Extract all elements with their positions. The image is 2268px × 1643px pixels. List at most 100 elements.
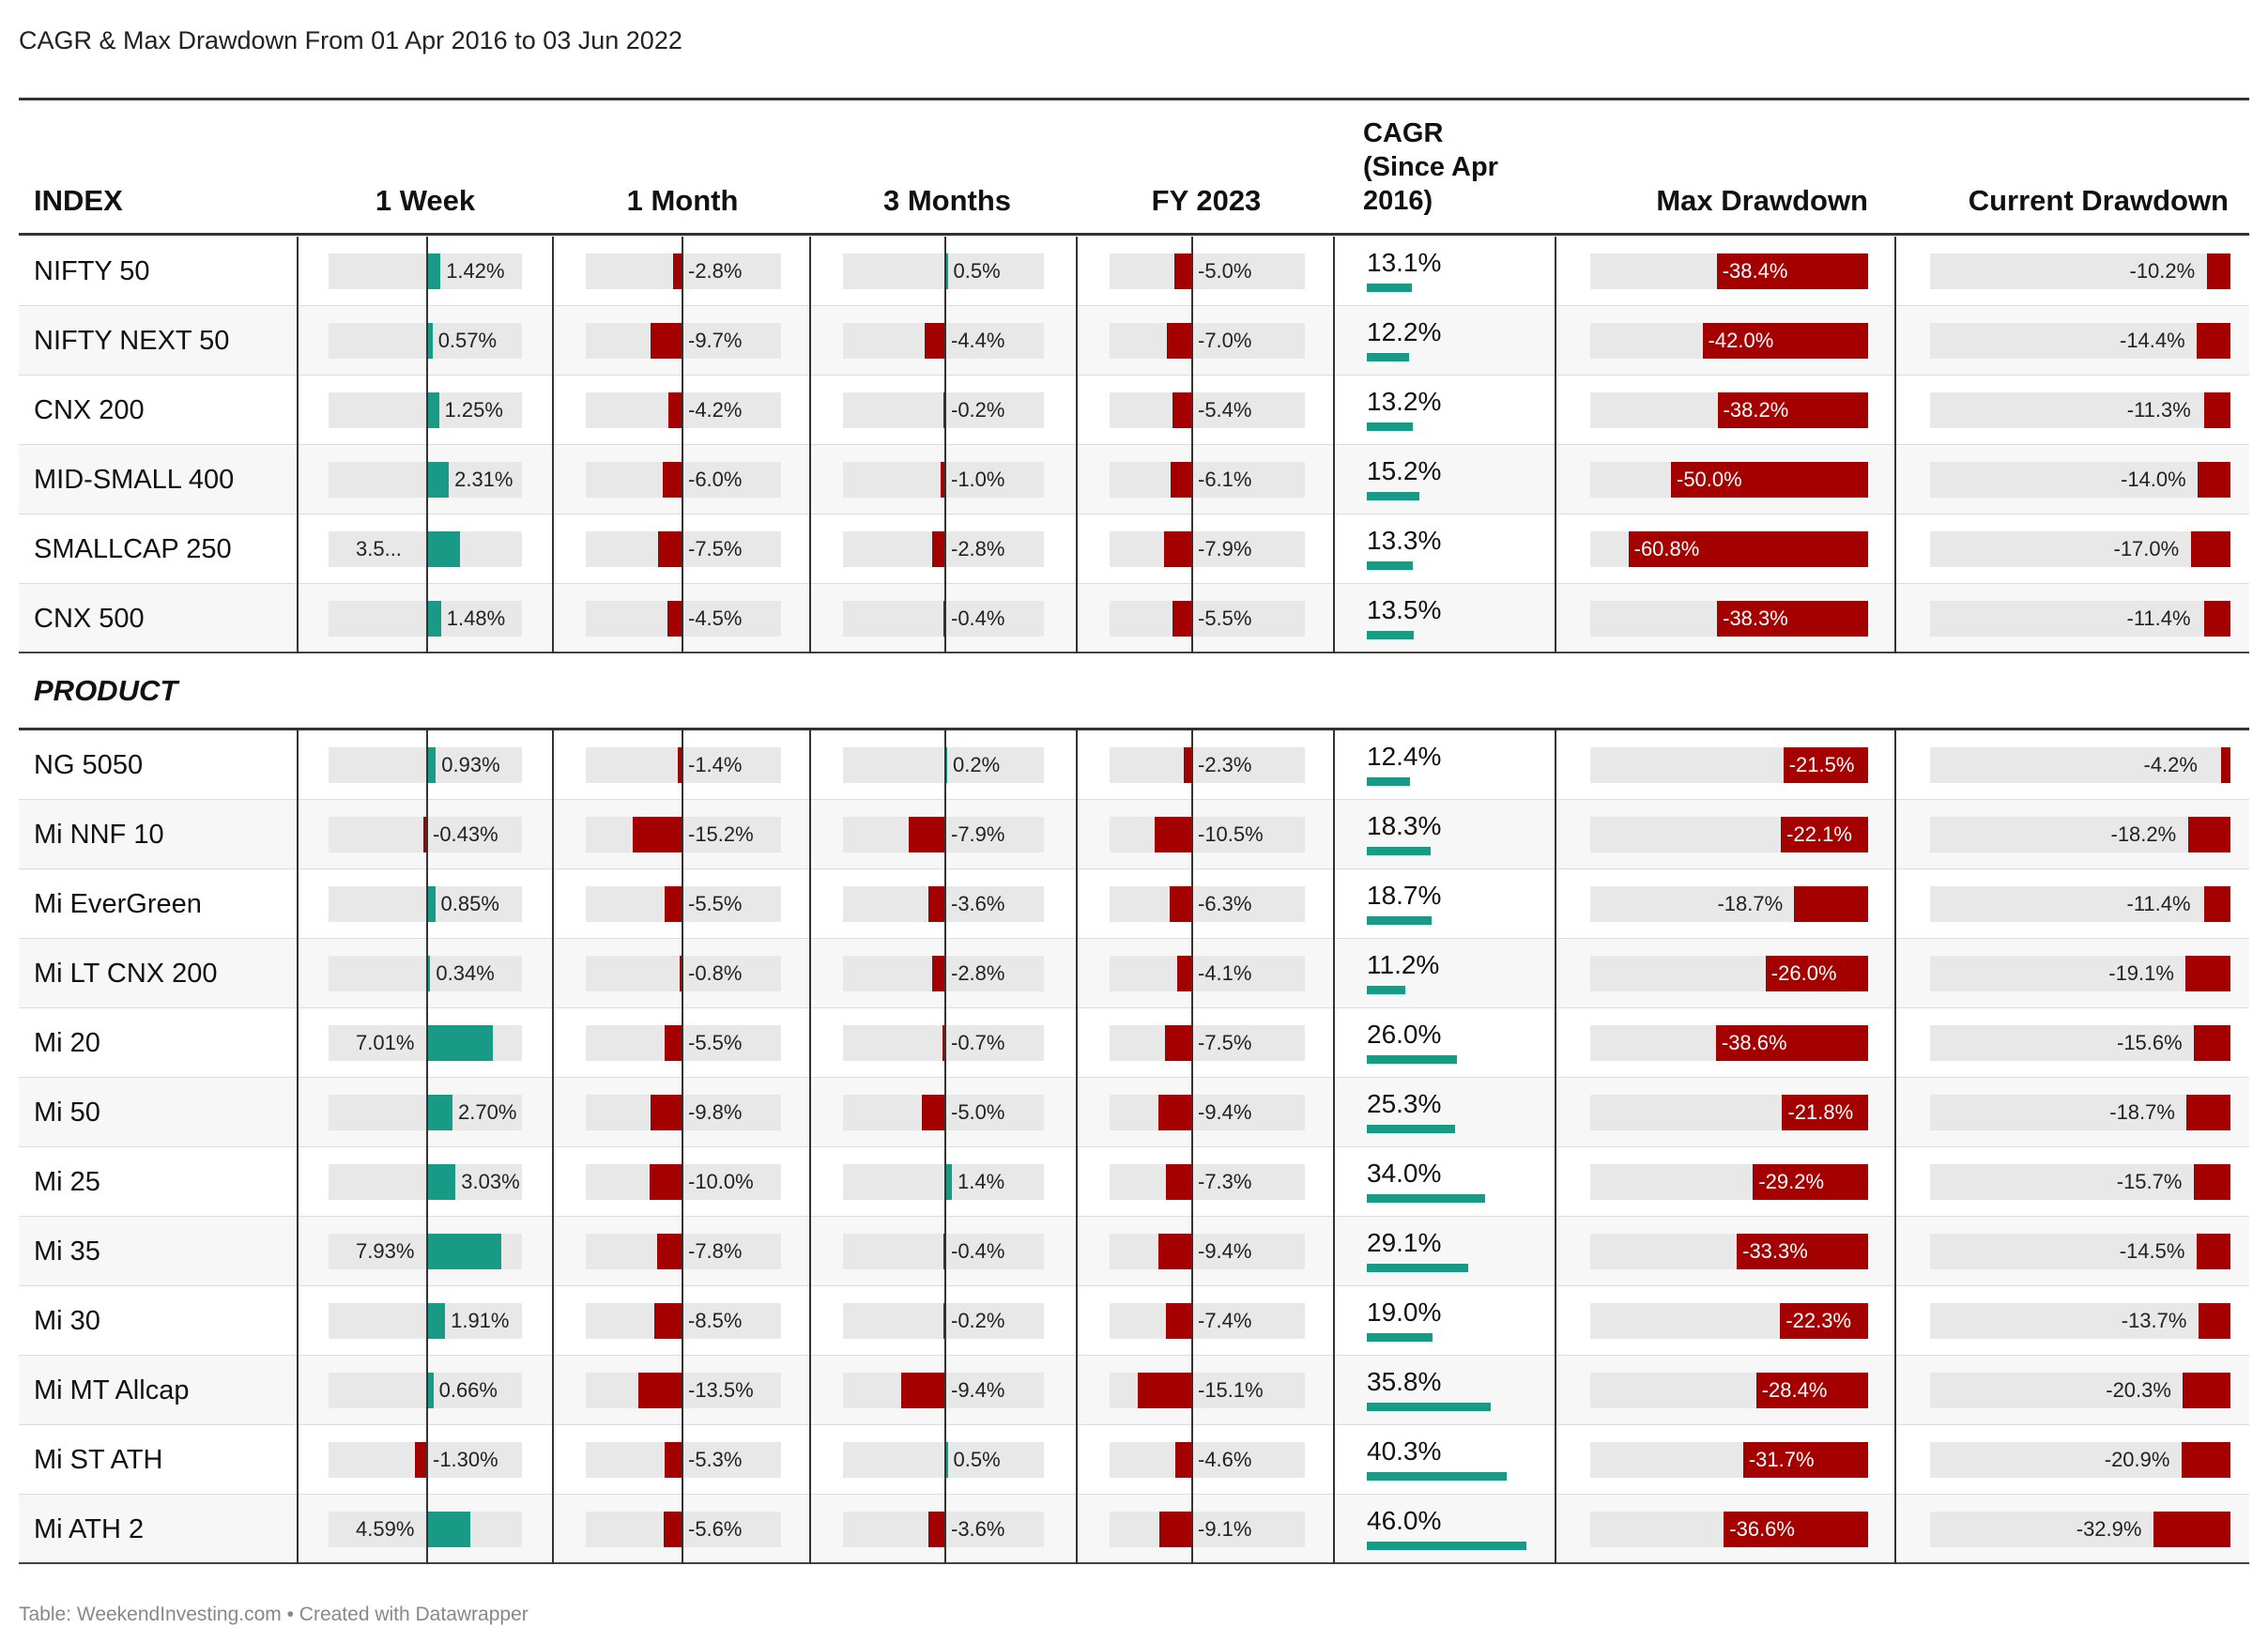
table-row: Mi ST ATH: [19, 1425, 2249, 1495]
row-mi-nnf-10-fy-2023-track: [1110, 817, 1305, 852]
row-mi-30-1-week-axis: [426, 1286, 428, 1356]
column-divider: [1076, 237, 1078, 653]
row-cnx-200-fy-2023-track: [1110, 392, 1305, 428]
row-cnx-500-1-week-value: 1.48%: [446, 607, 506, 630]
row-mi-mt-allcap-1-month-axis: [682, 1356, 683, 1425]
row-mi-st-ath-current-drawdown-bar: [2181, 1442, 2230, 1478]
row-mi-lt-cnx-200-3-months-bar: [932, 956, 945, 991]
row-label: NIFTY 50: [34, 256, 150, 286]
table-row: NG 5050: [19, 730, 2249, 800]
table-row: Mi 25: [19, 1147, 2249, 1217]
row-cnx-200-max-drawdown-bar: [1717, 392, 1868, 428]
row-mi-50-3-months-value: -5.0%: [951, 1100, 1005, 1124]
row-mi-25-1-month-value: -10.0%: [688, 1170, 754, 1193]
row-smallcap-250-1-month-value: -7.5%: [688, 537, 743, 560]
row-mi-20-1-week-axis: [426, 1008, 428, 1078]
row-nifty-50-1-week-bar: [427, 253, 441, 289]
row-mi-25-1-week-value: 3.03%: [461, 1170, 520, 1193]
row-mi-ath-2-current-drawdown-value: -32.9%: [2076, 1517, 2142, 1541]
row-mi-st-ath-cagr-value: 40.3%: [1367, 1436, 1442, 1466]
row-mid-small-400-1-week-track: [329, 462, 522, 498]
row-mi-st-ath-1-week-bar: [415, 1442, 427, 1478]
row-cnx-500-3-months-axis: [944, 584, 946, 653]
row-cnx-200-cagr-bar: [1367, 422, 1413, 431]
row-nifty-next-50-cagr-value: 12.2%: [1367, 317, 1442, 346]
column-divider: [809, 730, 811, 1564]
row-ng-5050-1-month-axis: [682, 730, 683, 800]
row-mi-lt-cnx-200-1-week-value: 0.34%: [436, 961, 495, 985]
row-smallcap-250-1-week-value: 3.5...: [356, 537, 402, 560]
row-smallcap-250-3-months-bar: [932, 531, 945, 567]
row-mi-30-current-drawdown-bar: [2198, 1303, 2230, 1339]
row-nifty-50-3-months-bar: [945, 253, 948, 289]
row-mi-evergreen-1-week-value: 0.85%: [440, 892, 499, 915]
row-cnx-200-1-week-bar: [427, 392, 439, 428]
row-cnx-500-cagr-bar: [1367, 631, 1414, 639]
row-mi-lt-cnx-200-1-month-value: -0.8%: [688, 961, 743, 985]
row-mi-25-3-months-axis: [944, 1147, 946, 1217]
row-label: NIFTY NEXT 50: [34, 326, 230, 356]
row-cnx-200-current-drawdown-track: [1930, 392, 2230, 428]
header-max-drawdown: Max Drawdown: [1656, 184, 1868, 217]
row-ng-5050-1-month-bar: [678, 747, 682, 783]
row-mi-ath-2-1-week-value: 4.59%: [356, 1517, 415, 1541]
row-mi-ath-2-1-month-axis: [682, 1495, 683, 1564]
row-mi-20-3-months-bar: [942, 1025, 945, 1061]
row-nifty-50-cagr-bar: [1367, 284, 1413, 292]
row-mi-ath-2-max-drawdown-bar: [1724, 1512, 1868, 1547]
row-cnx-200-1-month-track: [586, 392, 781, 428]
row-mi-50-current-drawdown-value: -18.7%: [2109, 1100, 2175, 1124]
column-divider: [297, 237, 299, 653]
row-mi-25-1-month-axis: [682, 1147, 683, 1217]
row-nifty-next-50-max-drawdown-value: -42.0%: [1708, 329, 1774, 352]
row-mi-35-cagr-bar: [1367, 1264, 1468, 1272]
row-mi-st-ath-fy-2023-bar: [1175, 1442, 1192, 1478]
row-mi-nnf-10-fy-2023-axis: [1191, 800, 1193, 869]
row-mi-30-3-months-value: -0.2%: [951, 1309, 1005, 1332]
row-mi-mt-allcap-1-week-axis: [426, 1356, 428, 1425]
row-mi-35-current-drawdown-track: [1930, 1234, 2230, 1269]
row-nifty-next-50-current-drawdown-bar: [2197, 323, 2230, 359]
row-mi-20-1-month-axis: [682, 1008, 683, 1078]
row-mi-mt-allcap-1-week-track: [329, 1373, 522, 1408]
row-mi-nnf-10-current-drawdown-track: [1930, 817, 2230, 852]
row-mi-35-current-drawdown-value: -14.5%: [2119, 1239, 2185, 1263]
row-mi-mt-allcap-max-drawdown-bar: [1755, 1373, 1868, 1408]
row-mi-30-fy-2023-axis: [1191, 1286, 1193, 1356]
row-mi-nnf-10-fy-2023-value: -10.5%: [1198, 822, 1264, 846]
row-mid-small-400-max-drawdown-bar: [1671, 462, 1868, 498]
row-mi-lt-cnx-200-1-week-track: [329, 956, 522, 991]
row-ng-5050-1-month-value: -1.4%: [688, 753, 743, 776]
row-mi-lt-cnx-200-cagr-value: 11.2%: [1367, 950, 1440, 979]
row-mi-50-current-drawdown-track: [1930, 1095, 2230, 1130]
row-mi-20-current-drawdown-bar: [2194, 1025, 2230, 1061]
row-mi-nnf-10-1-month-value: -15.2%: [688, 822, 754, 846]
row-mi-lt-cnx-200-current-drawdown-value: -19.1%: [2108, 961, 2174, 985]
row-mi-30-current-drawdown-value: -13.7%: [2121, 1309, 2187, 1332]
row-cnx-500-fy-2023-bar: [1172, 601, 1192, 637]
row-mi-lt-cnx-200-3-months-axis: [944, 939, 946, 1008]
row-cnx-500-fy-2023-value: -5.5%: [1198, 607, 1252, 630]
row-mi-lt-cnx-200-3-months-value: -2.8%: [951, 961, 1005, 985]
row-mi-35-cagr-value: 29.1%: [1367, 1228, 1442, 1257]
row-mi-evergreen-3-months-bar: [928, 886, 945, 922]
row-smallcap-250-max-drawdown-bar: [1628, 531, 1868, 567]
row-mid-small-400-3-months-value: -1.0%: [951, 468, 1005, 491]
row-mi-evergreen-1-month-axis: [682, 869, 683, 939]
row-mi-25-max-drawdown-bar: [1753, 1164, 1868, 1200]
row-mi-nnf-10-1-month-axis: [682, 800, 683, 869]
row-mi-evergreen-fy-2023-axis: [1191, 869, 1193, 939]
row-mid-small-400-3-months-axis: [944, 445, 946, 514]
row-ng-5050-fy-2023-track: [1110, 747, 1305, 783]
row-mi-nnf-10-cagr-value: 18.3%: [1367, 811, 1442, 840]
row-mi-st-ath-max-drawdown-bar: [1742, 1442, 1868, 1478]
row-cnx-500-fy-2023-track: [1110, 601, 1305, 637]
row-nifty-next-50-fy-2023-bar: [1167, 323, 1192, 359]
row-mi-20-fy-2023-value: -7.5%: [1198, 1031, 1252, 1054]
row-mi-st-ath-3-months-track: [843, 1442, 1044, 1478]
row-mi-20-max-drawdown-bar: [1715, 1025, 1868, 1061]
row-mi-lt-cnx-200-1-week-bar: [427, 956, 431, 991]
row-nifty-50-cagr-value: 13.1%: [1367, 248, 1442, 277]
row-mi-evergreen-1-month-track: [586, 886, 781, 922]
row-nifty-50-3-months-axis: [944, 237, 946, 306]
